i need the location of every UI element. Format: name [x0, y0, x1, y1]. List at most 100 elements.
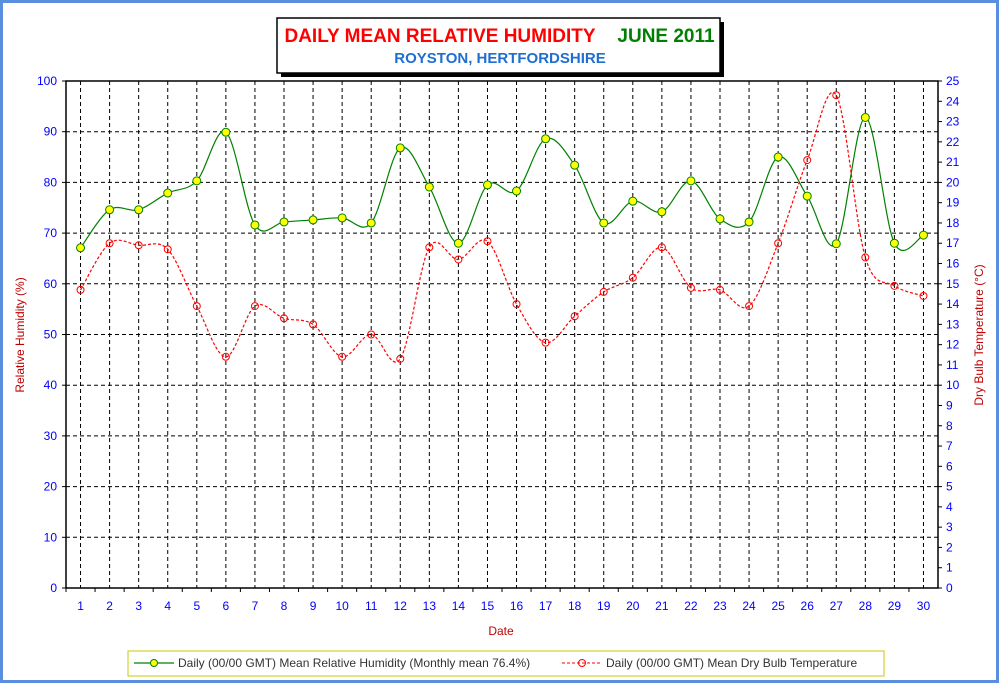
humidity-point — [453, 238, 463, 248]
humidity-point — [250, 220, 260, 230]
y2-tick-label: 23 — [946, 115, 960, 129]
chart-subtitle: ROYSTON, HERTFORDSHIRE — [394, 50, 605, 67]
x-tick-label: 7 — [252, 599, 259, 613]
temperature-point — [570, 312, 579, 321]
temperature-point — [309, 320, 318, 329]
temperature-line — [80, 91, 924, 363]
humidity-point — [802, 191, 812, 201]
temperature-point — [803, 156, 812, 165]
temperature-point — [221, 352, 230, 361]
temperature-point — [192, 302, 201, 311]
y2-axis-title: Dry Bulb Temperature (°C) — [972, 264, 986, 405]
x-tick-label: 6 — [223, 599, 230, 613]
y-tick-label: 10 — [44, 530, 58, 544]
temperature-point — [686, 283, 695, 292]
x-axis-title: Date — [488, 624, 514, 638]
y2-tick-label: 13 — [946, 317, 960, 331]
humidity-point — [76, 243, 86, 253]
x-tick-label: 22 — [684, 599, 698, 613]
temperature-point — [134, 241, 143, 250]
x-tick-label: 13 — [423, 599, 437, 613]
legend-label-temperature: Daily (00/00 GMT) Mean Dry Bulb Temperat… — [606, 656, 858, 670]
humidity-point — [163, 188, 173, 198]
temperature-point — [745, 302, 754, 311]
x-tick-label: 3 — [135, 599, 142, 613]
humidity-point — [831, 239, 841, 249]
x-tick-label: 17 — [539, 599, 553, 613]
x-tick-label: 23 — [713, 599, 727, 613]
temperature-point — [163, 245, 172, 254]
x-tick-label: 27 — [830, 599, 844, 613]
temperature-point — [338, 352, 347, 361]
y2-tick-label: 18 — [946, 216, 960, 230]
y2-tick-label: 2 — [946, 540, 953, 554]
y-tick-label: 20 — [44, 480, 58, 494]
x-tick-label: 16 — [510, 599, 524, 613]
x-tick-label: 15 — [481, 599, 495, 613]
humidity-point — [889, 238, 899, 248]
humidity-point — [512, 186, 522, 196]
temperature-point — [657, 243, 666, 252]
temperature-point — [919, 291, 928, 300]
humidity-point — [773, 152, 783, 162]
y2-tick-label: 15 — [946, 277, 960, 291]
x-tick-label: 9 — [310, 599, 317, 613]
temperature-point — [716, 285, 724, 294]
temperature-point — [483, 237, 492, 246]
y2-tick-label: 14 — [946, 297, 960, 311]
temperature-point — [367, 330, 376, 339]
x-tick-label: 10 — [335, 599, 349, 613]
humidity-point — [657, 207, 667, 217]
humidity-point — [337, 213, 347, 223]
x-tick-label: 14 — [452, 599, 466, 613]
y-tick-label: 70 — [44, 226, 58, 240]
y2-tick-label: 20 — [946, 175, 960, 189]
y2-tick-label: 0 — [946, 581, 953, 595]
humidity-point — [918, 230, 928, 240]
temperature-point — [832, 91, 841, 100]
humidity-point — [279, 217, 289, 227]
legend-item-humidity: Daily (00/00 GMT) Mean Relative Humidity… — [134, 656, 530, 670]
x-tick-label: 24 — [742, 599, 756, 613]
x-tick-label: 21 — [655, 599, 669, 613]
y2-tick-label: 5 — [946, 480, 953, 494]
chart-title-date: JUNE 2011 — [617, 26, 715, 47]
x-tick-label: 28 — [859, 599, 873, 613]
legend — [127, 650, 885, 677]
temperature-point — [105, 239, 114, 248]
y2-tick-label: 1 — [946, 561, 953, 575]
y2-tick-label: 12 — [946, 338, 960, 352]
x-tick-label: 5 — [193, 599, 200, 613]
temperature-point — [512, 300, 521, 309]
x-tick-label: 30 — [917, 599, 931, 613]
x-tick-label: 1 — [77, 599, 84, 613]
humidity-point — [628, 196, 638, 206]
x-tick-label: 12 — [394, 599, 408, 613]
humidity-point — [860, 113, 870, 123]
y-tick-label: 0 — [50, 581, 57, 595]
y2-tick-label: 21 — [946, 155, 960, 169]
y-tick-label: 50 — [44, 328, 58, 342]
temperature-point — [890, 281, 899, 290]
humidity-point — [715, 214, 725, 224]
y2-tick-label: 16 — [946, 257, 960, 271]
humidity-point — [105, 205, 115, 215]
temperature-point — [76, 285, 85, 294]
y-tick-label: 30 — [44, 429, 58, 443]
humidity-point — [134, 205, 144, 215]
humidity-point — [599, 218, 609, 228]
temperature-point — [250, 302, 259, 311]
y-tick-label: 90 — [44, 125, 58, 139]
y-tick-label: 80 — [44, 175, 58, 189]
x-tick-label: 26 — [801, 599, 815, 613]
humidity-point — [366, 218, 376, 228]
temperature-point — [280, 314, 288, 323]
y2-tick-label: 10 — [946, 378, 960, 392]
x-tick-label: 25 — [771, 599, 785, 613]
x-tick-label: 20 — [626, 599, 640, 613]
humidity-line — [80, 116, 924, 252]
y2-tick-label: 9 — [946, 398, 953, 412]
x-tick-label: 11 — [365, 599, 378, 613]
